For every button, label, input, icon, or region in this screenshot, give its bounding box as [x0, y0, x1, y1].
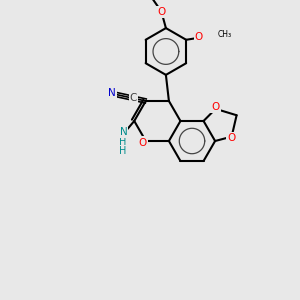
Text: H: H: [119, 137, 127, 147]
Text: N: N: [120, 127, 127, 137]
Text: O: O: [227, 133, 236, 143]
Text: H: H: [119, 146, 127, 156]
Text: N: N: [108, 88, 116, 98]
Text: O: O: [195, 32, 203, 42]
Text: C: C: [130, 93, 137, 103]
Text: CH₃: CH₃: [218, 31, 232, 40]
Text: O: O: [139, 137, 147, 148]
Text: O: O: [157, 7, 166, 16]
Text: O: O: [212, 102, 220, 112]
